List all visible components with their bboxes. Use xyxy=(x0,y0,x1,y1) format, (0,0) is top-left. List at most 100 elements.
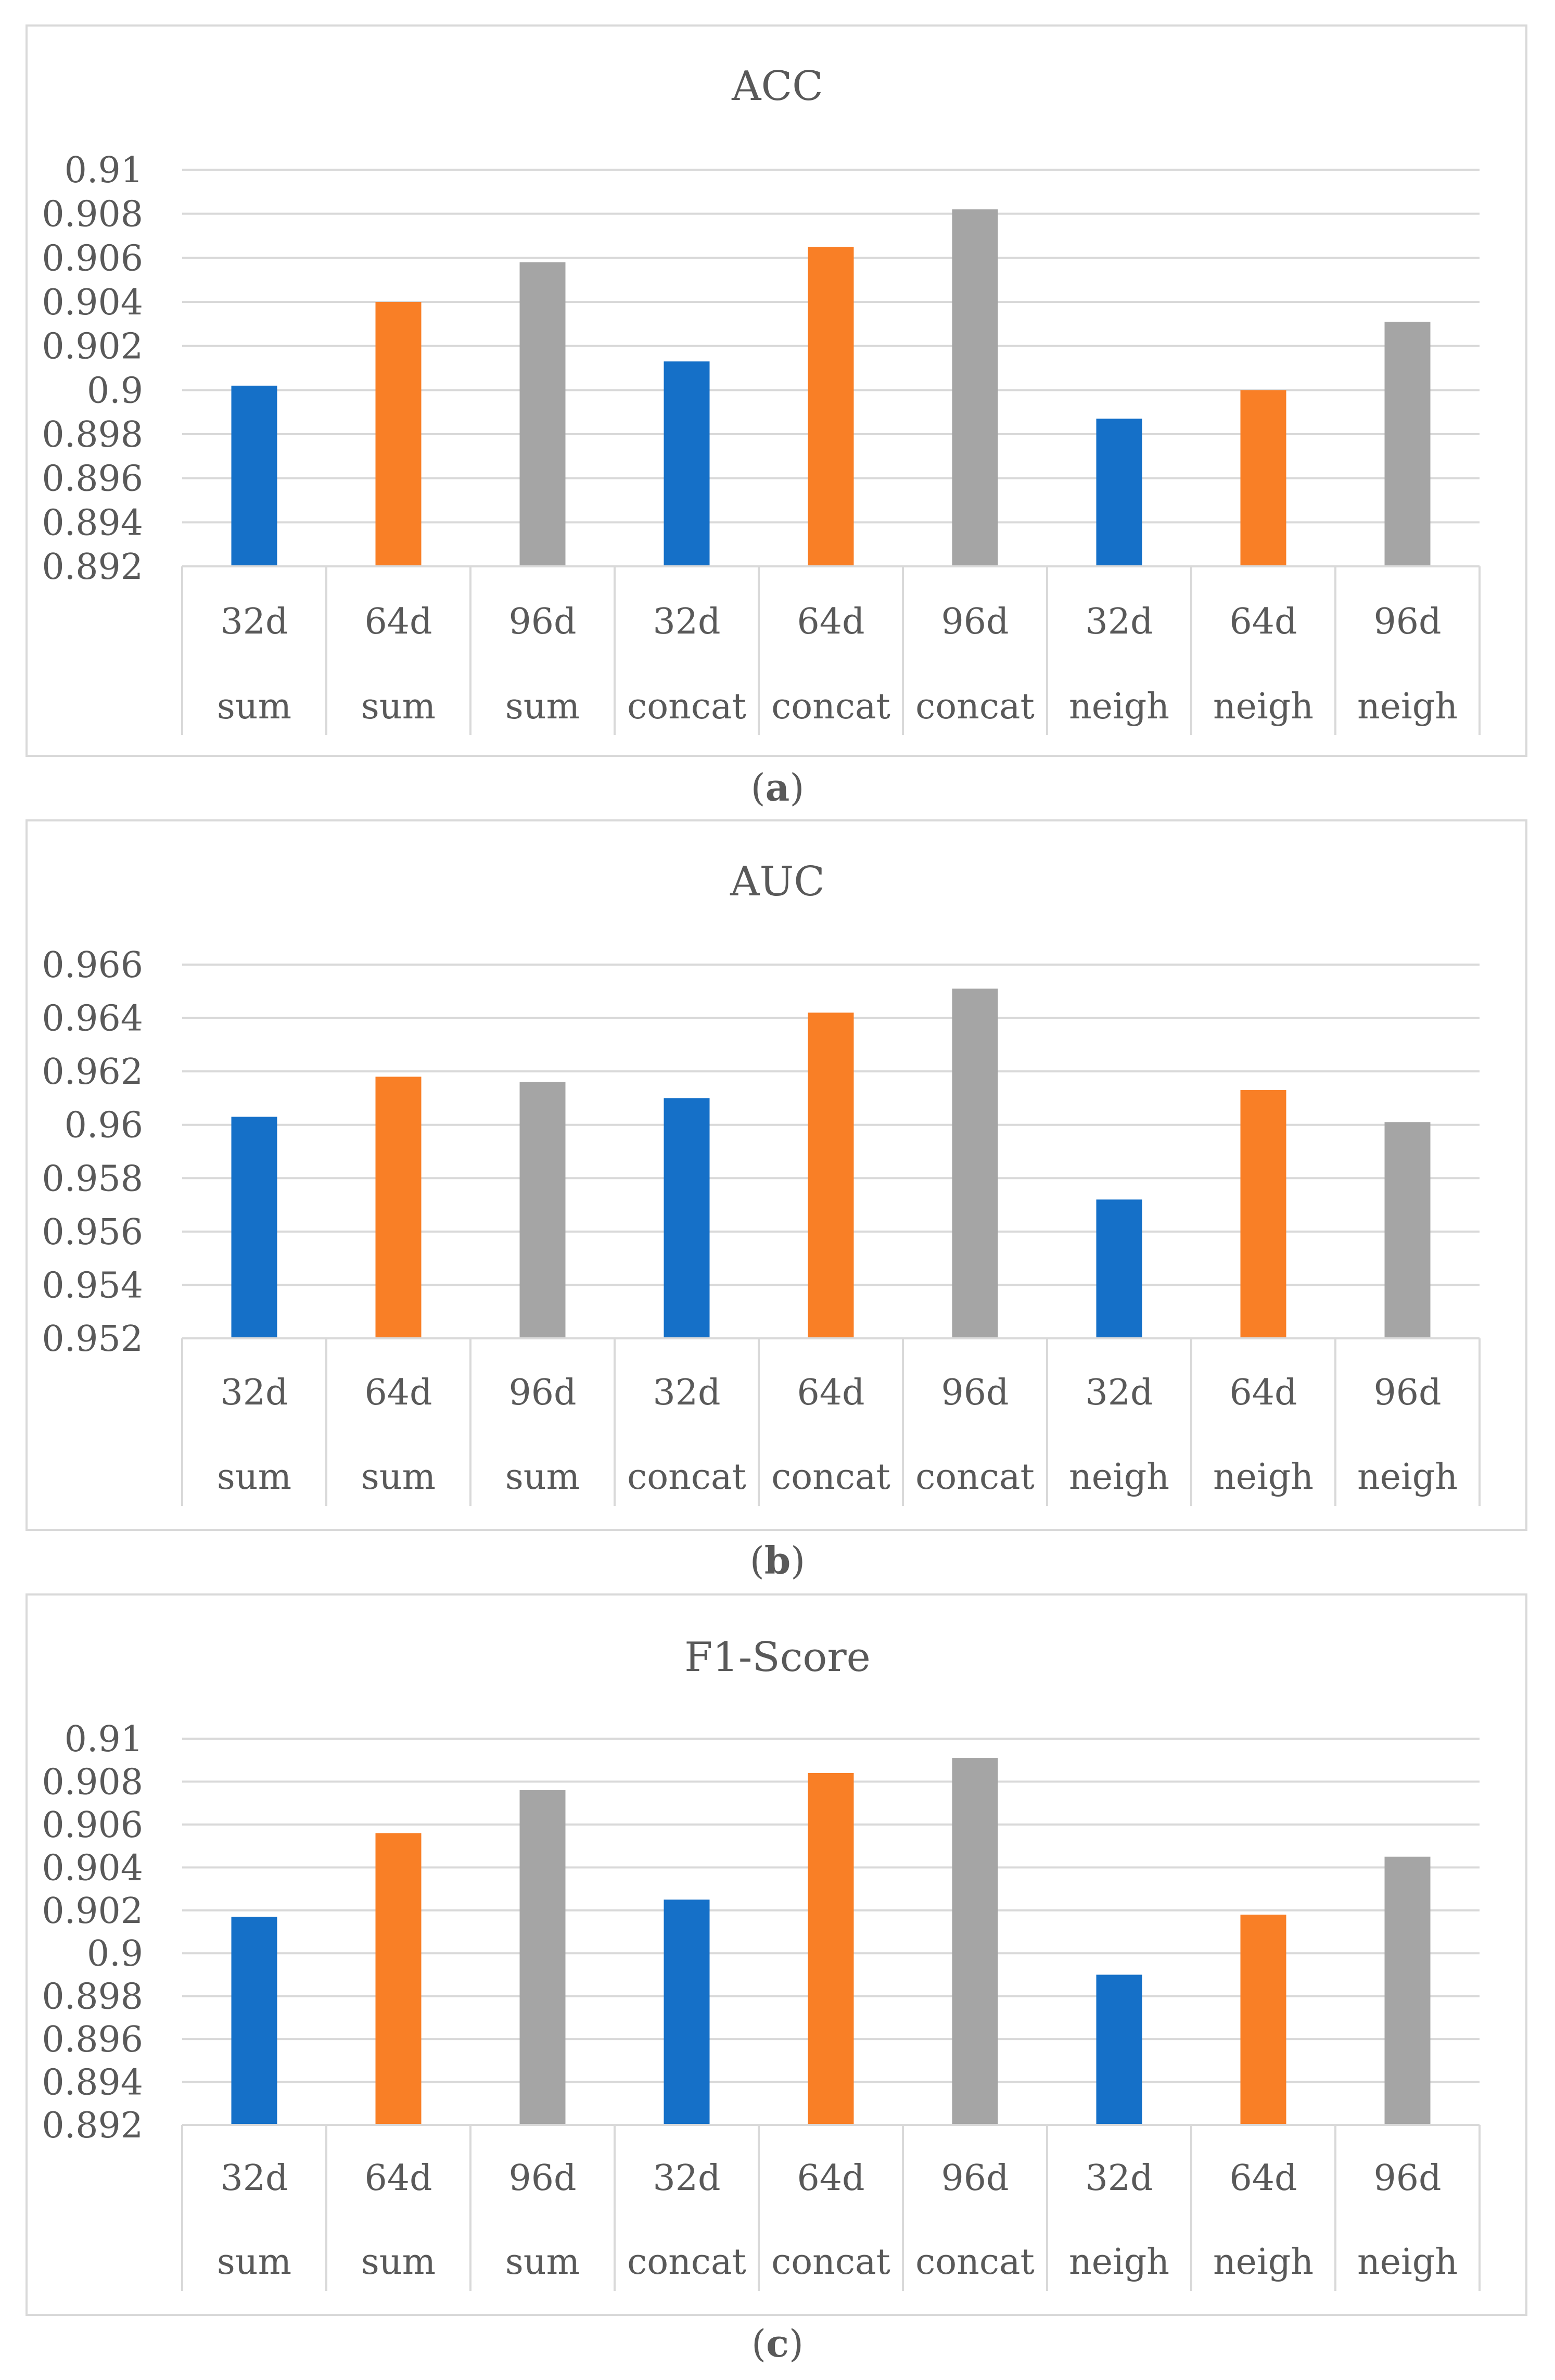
x-tick-label-method: sum xyxy=(361,1457,436,1498)
x-tick-label-dim: 64d xyxy=(1229,601,1297,642)
bar xyxy=(808,1012,854,1338)
x-tick-label-dim: 32d xyxy=(653,1372,720,1413)
y-tick-label: 0.892 xyxy=(42,547,143,588)
x-tick-label-dim: 96d xyxy=(941,1372,1009,1413)
caption-paren: ) xyxy=(789,766,804,809)
y-tick-label: 0.96 xyxy=(65,1105,143,1146)
x-tick-label-method: concat xyxy=(915,1457,1035,1498)
bar xyxy=(375,1833,422,2125)
y-tick-label: 0.904 xyxy=(42,282,143,323)
y-tick-label: 0.964 xyxy=(42,998,143,1040)
bar xyxy=(1384,322,1431,566)
x-tick-label-method: sum xyxy=(217,2242,291,2283)
x-tick-label-method: neigh xyxy=(1357,2242,1458,2283)
x-tick-label-dim: 96d xyxy=(508,601,576,642)
y-tick-label: 0.906 xyxy=(42,1805,143,1846)
bar xyxy=(808,1773,854,2125)
x-tick-label-method: sum xyxy=(361,686,436,727)
bar xyxy=(808,247,854,567)
x-tick-label-method: sum xyxy=(505,686,580,727)
x-tick-label-dim: 64d xyxy=(364,2158,432,2199)
y-tick-label: 0.898 xyxy=(42,414,143,455)
y-tick-label: 0.91 xyxy=(65,150,143,191)
bar xyxy=(231,1917,277,2125)
caption-paren: ) xyxy=(789,2322,804,2365)
x-tick-label-dim: 64d xyxy=(1229,2158,1297,2199)
x-tick-label-dim: 64d xyxy=(797,601,864,642)
panel-caption: (b) xyxy=(750,1538,806,1583)
x-tick-label-dim: 96d xyxy=(1373,1372,1441,1413)
x-tick-label-method: neigh xyxy=(1357,686,1458,727)
x-tick-label-dim: 96d xyxy=(941,601,1009,642)
y-tick-label: 0.958 xyxy=(42,1158,143,1199)
x-tick-label-method: sum xyxy=(217,686,291,727)
x-tick-label-method: concat xyxy=(915,2242,1035,2283)
x-tick-label-dim: 32d xyxy=(653,2158,720,2199)
y-tick-label: 0.894 xyxy=(42,2062,143,2104)
bar xyxy=(952,209,998,566)
x-tick-label-method: concat xyxy=(627,686,746,727)
bar xyxy=(1240,390,1286,566)
x-tick-label-dim: 96d xyxy=(1373,2158,1441,2199)
bar xyxy=(1240,1915,1286,2125)
y-tick-label: 0.906 xyxy=(42,238,143,279)
bar xyxy=(1240,1090,1286,1338)
bar xyxy=(952,989,998,1338)
y-tick-label: 0.892 xyxy=(42,2105,143,2146)
caption-letter: c xyxy=(766,2321,789,2365)
y-tick-label: 0.9 xyxy=(87,370,143,411)
x-tick-label-method: concat xyxy=(627,2242,746,2283)
x-tick-label-method: concat xyxy=(771,1457,890,1498)
x-tick-label-dim: 32d xyxy=(653,601,720,642)
x-tick-label-method: concat xyxy=(915,686,1035,727)
panel-caption: (a) xyxy=(751,765,805,809)
bar xyxy=(375,302,422,566)
y-tick-label: 0.894 xyxy=(42,502,143,543)
caption-letter: a xyxy=(766,765,790,809)
x-tick-label-method: neigh xyxy=(1069,2242,1169,2283)
bar xyxy=(1384,1856,1431,2125)
x-tick-label-dim: 32d xyxy=(1085,1372,1153,1413)
bar xyxy=(519,262,566,566)
x-tick-label-method: neigh xyxy=(1213,1457,1314,1498)
chart-title: AUC xyxy=(730,858,825,905)
x-tick-label-method: sum xyxy=(505,2242,580,2283)
panel-caption: (c) xyxy=(751,2321,804,2365)
chart-2: AUC 0.952 0.954 0.956 0.958 0.96 0.962 0.964 0.9… xyxy=(42,858,1481,1506)
y-tick-label: 0.902 xyxy=(42,326,143,368)
chart-title: F1-Score xyxy=(684,1634,871,1681)
bar xyxy=(952,1758,998,2125)
bar xyxy=(231,385,277,566)
y-tick-label: 0.902 xyxy=(42,1891,143,1932)
y-tick-label: 0.9 xyxy=(87,1933,143,1974)
x-tick-label-dim: 32d xyxy=(220,601,288,642)
bar xyxy=(231,1117,277,1338)
bar xyxy=(664,361,710,566)
bar xyxy=(664,1098,710,1338)
chart-1: ACC0.8920.8940.8960.8980.90.9020.9040.90… xyxy=(42,63,1481,735)
chart-3: F1-Score0.8920.8940.8960.8980.90.9020.90… xyxy=(42,1634,1481,2291)
x-tick-label-method: concat xyxy=(771,2242,890,2283)
x-tick-label-method: neigh xyxy=(1213,2242,1314,2283)
y-tick-label: 0.908 xyxy=(42,194,143,235)
x-tick-label-dim: 32d xyxy=(220,1372,288,1413)
y-tick-label: 0.896 xyxy=(42,459,143,500)
y-tick-label: 0.952 xyxy=(42,1319,143,1360)
y-tick-label: 0.898 xyxy=(42,1977,143,2018)
y-tick-label: 0.962 xyxy=(42,1052,143,1093)
x-tick-label-dim: 64d xyxy=(364,1372,432,1413)
x-tick-label-dim: 96d xyxy=(1373,601,1441,642)
x-tick-label-method: concat xyxy=(771,686,890,727)
x-tick-label-dim: 32d xyxy=(220,2158,288,2199)
caption-paren: ( xyxy=(751,2322,766,2365)
caption-paren: ( xyxy=(751,766,766,809)
x-tick-label-dim: 64d xyxy=(364,601,432,642)
x-tick-label-method: sum xyxy=(217,1457,291,1498)
caption-paren: ) xyxy=(791,1539,805,1583)
x-tick-label-method: neigh xyxy=(1357,1457,1458,1498)
x-tick-label-method: neigh xyxy=(1213,686,1314,727)
x-tick-label-method: neigh xyxy=(1069,1457,1169,1498)
y-tick-label: 0.954 xyxy=(42,1265,143,1306)
y-tick-label: 0.904 xyxy=(42,1847,143,1889)
